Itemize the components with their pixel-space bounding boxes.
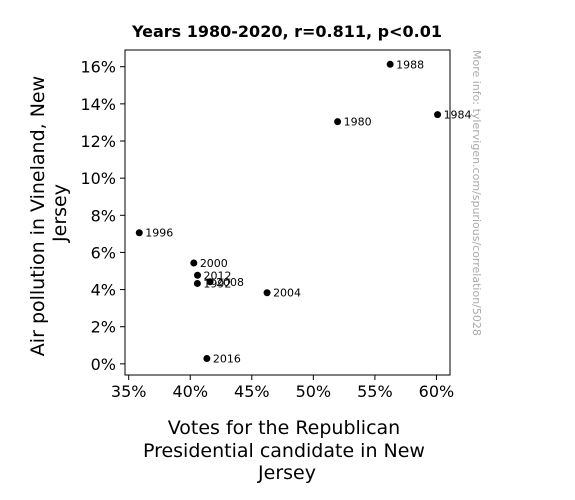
data-point xyxy=(194,271,202,279)
data-point-label: 2000 xyxy=(200,257,228,270)
plot-frame xyxy=(124,49,451,376)
data-point xyxy=(386,60,394,68)
y-tick-label: 0% xyxy=(91,355,116,374)
x-axis-label-line: Presidential candidate in New xyxy=(143,440,425,462)
y-tick-label: 12% xyxy=(80,132,116,151)
data-point-label: 1984 xyxy=(444,109,472,122)
y-tick-label: 4% xyxy=(91,281,116,300)
data-point xyxy=(206,278,214,286)
data-point xyxy=(135,229,143,237)
x-axis-ticks: 35% 40% 45% 50% 55% 60% xyxy=(111,375,454,401)
y-axis-ticks: 0% 2% 4% 6% 8% 10% 12% 14% 16% xyxy=(80,58,125,374)
data-point-label: 2016 xyxy=(213,352,241,365)
x-axis-label: Votes for the Republican Presidential ca… xyxy=(143,417,431,484)
y-tick-label: 16% xyxy=(80,58,116,77)
x-axis-label-line: Votes for the Republican xyxy=(168,417,401,439)
y-tick-label: 10% xyxy=(80,169,116,188)
x-tick-label: 50% xyxy=(296,382,332,401)
data-point-label: 2008 xyxy=(216,276,244,289)
y-axis-label: Air pollution in Vineland, New Jersey xyxy=(27,70,71,356)
y-tick-label: 14% xyxy=(80,95,116,114)
data-point-label: 1988 xyxy=(396,58,424,71)
data-point xyxy=(190,259,198,267)
data-point xyxy=(334,118,342,126)
data-point xyxy=(203,354,211,362)
data-point xyxy=(434,111,442,119)
data-point xyxy=(263,289,271,297)
watermark-text: More info: tylervigen.com/spurious/corre… xyxy=(470,50,483,336)
data-point-label: 1980 xyxy=(344,116,372,129)
y-tick-label: 6% xyxy=(91,243,116,262)
x-tick-label: 35% xyxy=(111,382,147,401)
data-point-label: 2004 xyxy=(273,287,301,300)
chart-title: Years 1980-2020, r=0.811, p<0.01 xyxy=(131,22,442,41)
data-point-label: 1996 xyxy=(145,227,173,240)
x-tick-label: 55% xyxy=(357,382,393,401)
y-tick-label: 2% xyxy=(91,318,116,337)
y-tick-label: 8% xyxy=(91,206,116,225)
x-tick-label: 45% xyxy=(234,382,270,401)
y-axis-label-line: Jersey xyxy=(49,184,71,243)
y-axis-label-line: Air pollution in Vineland, New xyxy=(27,76,49,356)
data-point xyxy=(193,279,201,287)
data-point-label: 2012 xyxy=(204,269,232,282)
x-tick-label: 40% xyxy=(172,382,208,401)
x-axis-label-line: Jersey xyxy=(257,462,316,484)
x-tick-label: 60% xyxy=(419,382,455,401)
